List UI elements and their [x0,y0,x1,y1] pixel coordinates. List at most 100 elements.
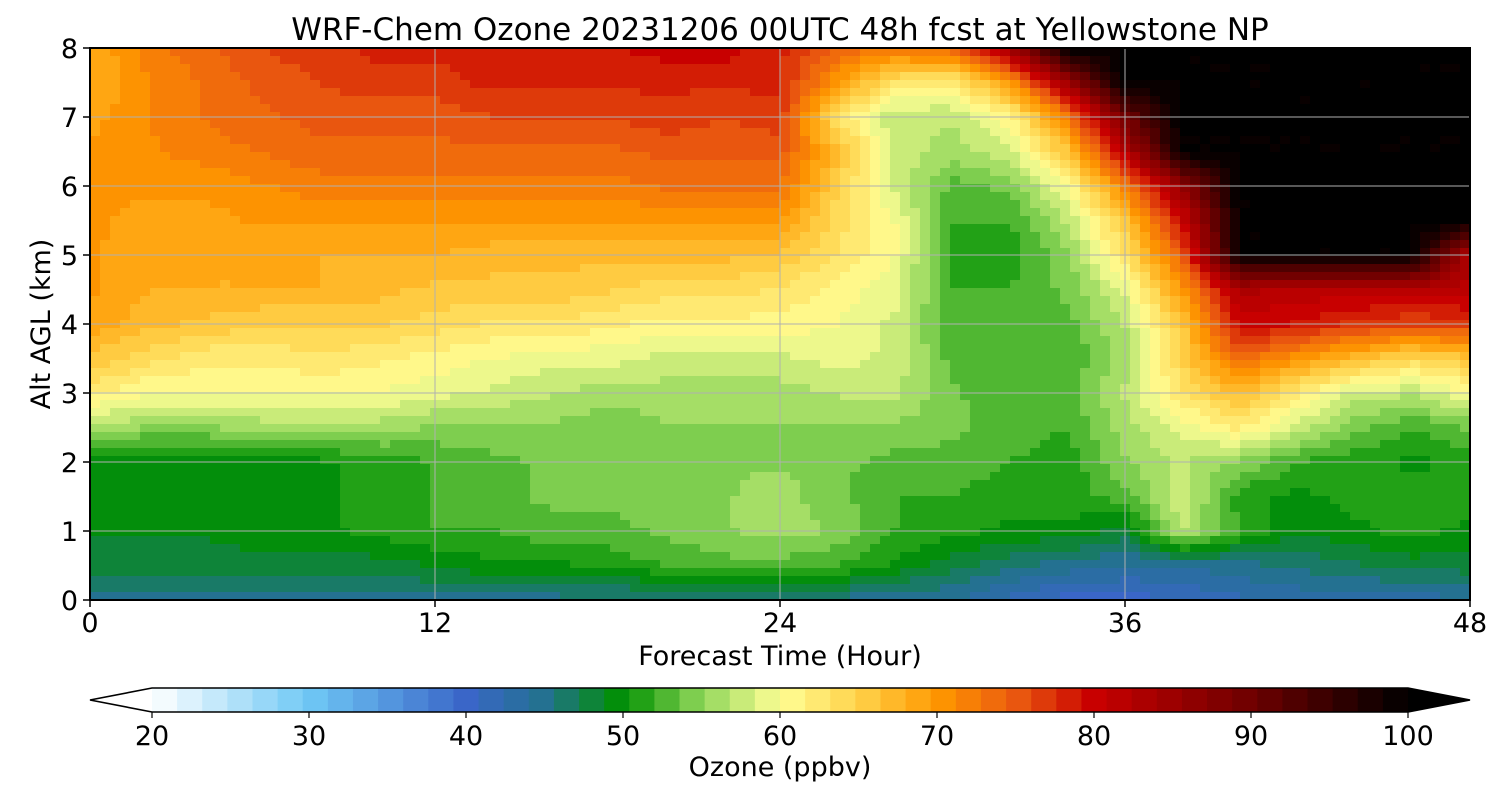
heatmap-cell [320,72,331,81]
heatmap-cell [740,296,751,305]
heatmap-cell [1380,280,1391,289]
heatmap-cell [940,112,951,121]
heatmap-cell [310,120,321,129]
heatmap-cell [1400,120,1411,129]
heatmap-cell [630,120,641,129]
heatmap-cell [1350,232,1361,241]
heatmap-cell [1050,104,1061,113]
heatmap-cell [520,240,531,249]
heatmap-cell [1260,240,1271,249]
heatmap-cell [920,312,931,321]
heatmap-cell [670,312,681,321]
heatmap-cell [1320,128,1331,137]
heatmap-cell [650,288,661,297]
heatmap-cell [1350,328,1361,337]
heatmap-cell [120,200,131,209]
heatmap-cell [860,160,871,169]
heatmap-cell [150,80,161,89]
heatmap-cell [310,328,321,337]
heatmap-cell [660,136,671,145]
heatmap-cell [1130,208,1141,217]
heatmap-cell [880,56,891,65]
heatmap-cell [1320,304,1331,313]
heatmap-cell [510,176,521,185]
heatmap-cell [120,48,131,57]
heatmap-cell [1000,64,1011,73]
heatmap-cell [410,176,421,185]
heatmap-cell [540,120,551,129]
heatmap-cell [1410,288,1421,297]
heatmap-cell [580,168,591,177]
heatmap-cell [150,328,161,337]
heatmap-cell [550,240,561,249]
heatmap-cell [750,192,761,201]
heatmap-cell [970,96,981,105]
heatmap-cell [100,296,111,305]
heatmap-cell [1170,136,1181,145]
heatmap-cell [90,168,101,177]
heatmap-cell [1440,104,1451,113]
heatmap-cell [500,112,511,121]
heatmap-cell [850,120,861,129]
heatmap-cell [340,264,351,273]
heatmap-cell [520,136,531,145]
heatmap-cell [490,184,501,193]
heatmap-cell [780,296,791,305]
heatmap-cell [870,328,881,337]
heatmap-cell [1210,216,1221,225]
heatmap-cell [1370,176,1381,185]
heatmap-cell [200,192,211,201]
heatmap-cell [350,88,361,97]
heatmap-cell [740,208,751,217]
heatmap-cell [1230,200,1241,209]
heatmap-cell [1040,56,1051,65]
heatmap-cell [1450,208,1461,217]
heatmap-cell [950,224,961,233]
heatmap-cell [1150,72,1161,81]
heatmap-cell [1300,184,1311,193]
heatmap-cell [1260,296,1271,305]
heatmap-cell [510,272,521,281]
heatmap-cell [510,312,521,321]
heatmap-cell [220,272,231,281]
heatmap-cell [1170,128,1181,137]
heatmap-cell [1450,272,1461,281]
heatmap-cell [90,136,101,145]
heatmap-cell [730,176,741,185]
heatmap-cell [890,304,901,313]
heatmap-cell [780,152,791,161]
heatmap-cell [980,224,991,233]
heatmap-cell [1240,160,1251,169]
heatmap-cell [1390,152,1401,161]
heatmap-cell [270,208,281,217]
heatmap-cell [760,128,771,137]
heatmap-cell [250,64,261,73]
heatmap-cell [310,240,321,249]
heatmap-cell [540,232,551,241]
heatmap-cell [1230,112,1241,121]
heatmap-cell [90,72,101,81]
heatmap-cell [1210,232,1221,241]
heatmap-cell [900,184,911,193]
heatmap-cell [1110,232,1121,241]
heatmap-cell [1270,184,1281,193]
heatmap-cell [130,248,141,257]
heatmap-cell [1240,200,1251,209]
heatmap-cell [220,168,231,177]
heatmap-cell [680,232,691,241]
heatmap-cell [840,304,851,313]
heatmap-cell [710,152,721,161]
heatmap-cell [380,240,391,249]
heatmap-cell [170,248,181,257]
heatmap-cell [1320,288,1331,297]
heatmap-cell [1160,304,1171,313]
heatmap-cell [980,104,991,113]
heatmap-cell [1140,264,1151,273]
heatmap-cell [1380,288,1391,297]
heatmap-cell [960,192,971,201]
heatmap-cell [1250,232,1261,241]
heatmap-cell [350,160,361,169]
heatmap-cell [990,104,1001,113]
heatmap-cell [290,232,301,241]
heatmap-cell [490,88,501,97]
